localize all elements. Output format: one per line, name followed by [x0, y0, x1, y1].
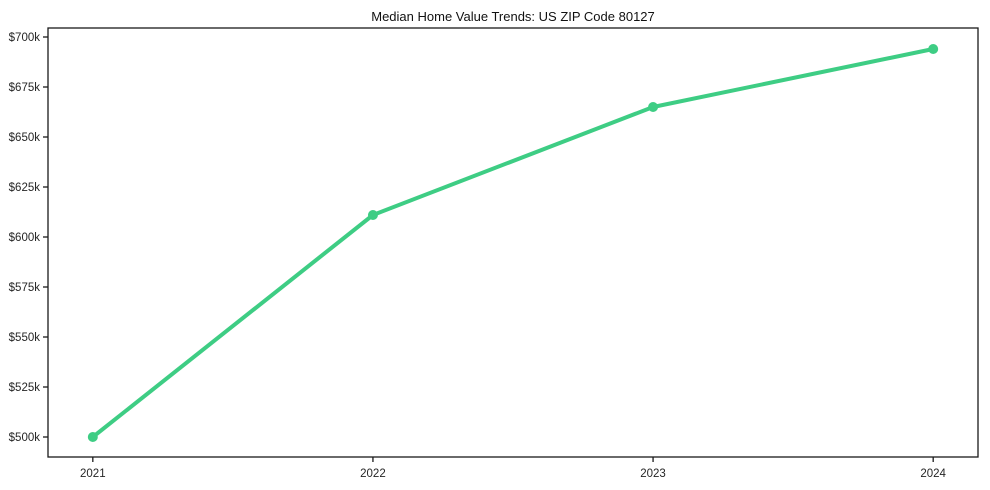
data-point-marker	[928, 44, 939, 54]
y-axis-tick-label: $500k	[9, 432, 41, 444]
data-point-marker	[87, 432, 98, 442]
data-point-marker	[648, 102, 659, 112]
chart-title: Median Home Value Trends: US ZIP Code 80…	[371, 9, 655, 24]
x-axis-tick-label: 2023	[640, 468, 666, 480]
y-axis-tick-label: $625k	[9, 182, 41, 194]
trend-line	[90, 47, 936, 439]
y-axis-tick-label: $650k	[9, 132, 41, 144]
plot-frame	[47, 27, 979, 458]
y-axis-tick-label: $575k	[9, 282, 41, 294]
x-axis-tick-label: 2021	[80, 468, 106, 480]
y-axis-tick-label: $550k	[9, 332, 41, 344]
y-axis-tick-label: $700k	[9, 32, 41, 44]
x-axis-tick-label: 2024	[920, 468, 946, 480]
y-axis-tick-label: $675k	[9, 82, 41, 94]
data-point-marker	[367, 210, 378, 220]
y-axis-tick-label: $525k	[9, 382, 41, 394]
y-axis-tick-label: $600k	[9, 232, 41, 244]
x-axis-tick-label: 2022	[360, 468, 386, 480]
